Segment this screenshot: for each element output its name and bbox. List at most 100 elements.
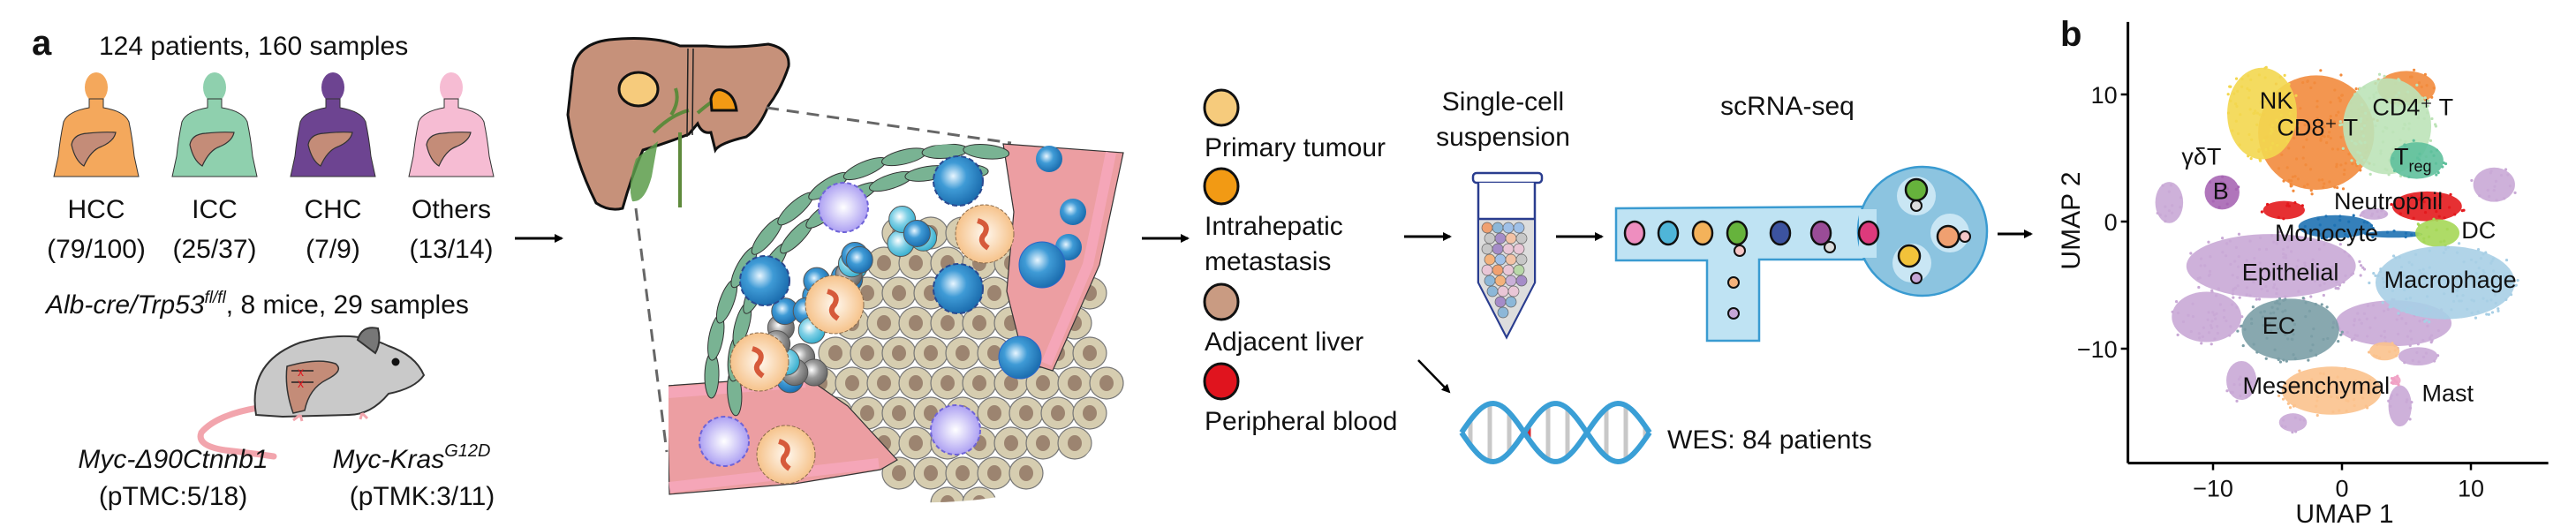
- umap-point: [2308, 349, 2313, 352]
- umap-point: [2254, 109, 2257, 113]
- umap-point: [2415, 350, 2419, 354]
- human-body-icon: [53, 72, 140, 177]
- umap-point: [2293, 322, 2297, 327]
- umap-point: [2238, 143, 2241, 147]
- umap-point: [2269, 312, 2272, 315]
- umap-point: [2208, 273, 2211, 276]
- cluster-region: [2278, 413, 2308, 432]
- umap-point: [2369, 223, 2374, 228]
- cell-droplet: [1623, 220, 1646, 246]
- tube-icon: [1471, 171, 1544, 340]
- umap-point: [2239, 375, 2242, 379]
- umap-point: [2345, 409, 2348, 413]
- umap-point: [2470, 298, 2474, 302]
- umap-point: [2277, 215, 2280, 219]
- umap-point: [2385, 126, 2389, 130]
- umap-point: [2239, 394, 2242, 398]
- umap-point: [2210, 343, 2213, 346]
- umap-point: [2388, 97, 2391, 102]
- liver-icon: [71, 132, 117, 167]
- cluster-label: Mesenchymal: [2243, 373, 2391, 399]
- umap-point: [2275, 118, 2278, 122]
- umap-point: [2303, 261, 2307, 265]
- umap-point: [2345, 387, 2349, 391]
- umap-point: [2176, 333, 2179, 336]
- hepatocyte-cell: [930, 366, 965, 400]
- umap-point: [2266, 321, 2270, 326]
- umap-point: [2248, 275, 2252, 278]
- umap-point: [2233, 260, 2237, 263]
- umap-point: [2397, 383, 2400, 387]
- umap-point: [2397, 312, 2400, 315]
- umap-point: [2504, 258, 2509, 262]
- umap-point: [2339, 135, 2343, 139]
- umap-point: [2323, 182, 2326, 185]
- umap-point: [2284, 253, 2287, 257]
- umap-point: [2395, 318, 2398, 321]
- umap-point: [2360, 103, 2364, 107]
- umap-point: [2250, 321, 2254, 326]
- cell-droplet: [1769, 220, 1792, 246]
- umap-point: [2325, 305, 2329, 309]
- umap-point: [2276, 143, 2279, 147]
- umap-point: [2284, 266, 2287, 269]
- umap-point: [2429, 334, 2434, 337]
- umap-point: [2435, 229, 2438, 232]
- umap-point: [2181, 320, 2186, 324]
- umap-point: [2461, 294, 2465, 297]
- umap-point: [2281, 247, 2285, 252]
- cluster-region: [2298, 215, 2373, 238]
- umap-point: [2283, 73, 2286, 77]
- umap-point: [2426, 104, 2430, 108]
- umap-point: [2392, 169, 2397, 173]
- cluster-label: EC: [2262, 312, 2296, 339]
- umap-point: [2499, 173, 2504, 177]
- hepatocyte-cell: [818, 336, 853, 370]
- umap-point: [2245, 259, 2248, 262]
- macrophage-cell: [933, 155, 984, 207]
- umap-point: [2352, 214, 2355, 217]
- umap-point: [2435, 148, 2439, 152]
- umap-point: [2422, 273, 2426, 276]
- umap-point: [2283, 101, 2286, 104]
- mouse-details: , 8 mice, 29 samples: [226, 290, 469, 320]
- umap-point: [2360, 117, 2363, 121]
- umap-point: [2252, 264, 2256, 267]
- tumour-microenvironment-illustration: [669, 143, 1124, 503]
- umap-point: [2237, 185, 2240, 189]
- umap-point: [2352, 323, 2356, 327]
- umap-point: [2368, 96, 2371, 100]
- umap-point: [2236, 275, 2240, 279]
- umap-point: [2161, 184, 2164, 187]
- umap-point: [2265, 202, 2270, 207]
- cohort-title: 124 patients, 160 samples: [99, 32, 408, 61]
- umap-point: [2429, 341, 2433, 344]
- umap-point: [2293, 357, 2297, 360]
- umap-point: [2416, 116, 2420, 119]
- umap-point: [2326, 336, 2330, 341]
- umap-point: [2354, 379, 2358, 383]
- umap-point: [2368, 109, 2372, 112]
- umap-point: [2231, 129, 2234, 132]
- umap-point: [2428, 249, 2431, 252]
- umap-point: [2469, 258, 2474, 261]
- umap-point: [2484, 251, 2488, 254]
- umap-point: [2328, 131, 2331, 134]
- legend-label: Adjacent liver: [1205, 327, 1364, 357]
- umap-point: [2210, 320, 2214, 323]
- y-tick-label: −10: [2077, 336, 2118, 363]
- panel-label-b: b: [2060, 15, 2081, 54]
- legend-item: Peripheral blood: [1203, 362, 1397, 436]
- cohort-counts: (25/37): [172, 235, 256, 264]
- umap-point: [2446, 245, 2450, 249]
- umap-point: [2272, 311, 2276, 314]
- umap-point: [2359, 119, 2362, 124]
- umap-point: [2281, 252, 2285, 256]
- umap-point: [2234, 102, 2238, 106]
- mouse-genotype-line: Alb-cre/Trp53fl/fl, 8 mice, 29 samples: [44, 289, 469, 320]
- umap-point: [2401, 127, 2406, 131]
- umap-points: [2155, 65, 2519, 434]
- model-counts-2: (pTMK:3/11): [350, 482, 495, 511]
- cohort-icc: ICC (25/37): [171, 72, 258, 264]
